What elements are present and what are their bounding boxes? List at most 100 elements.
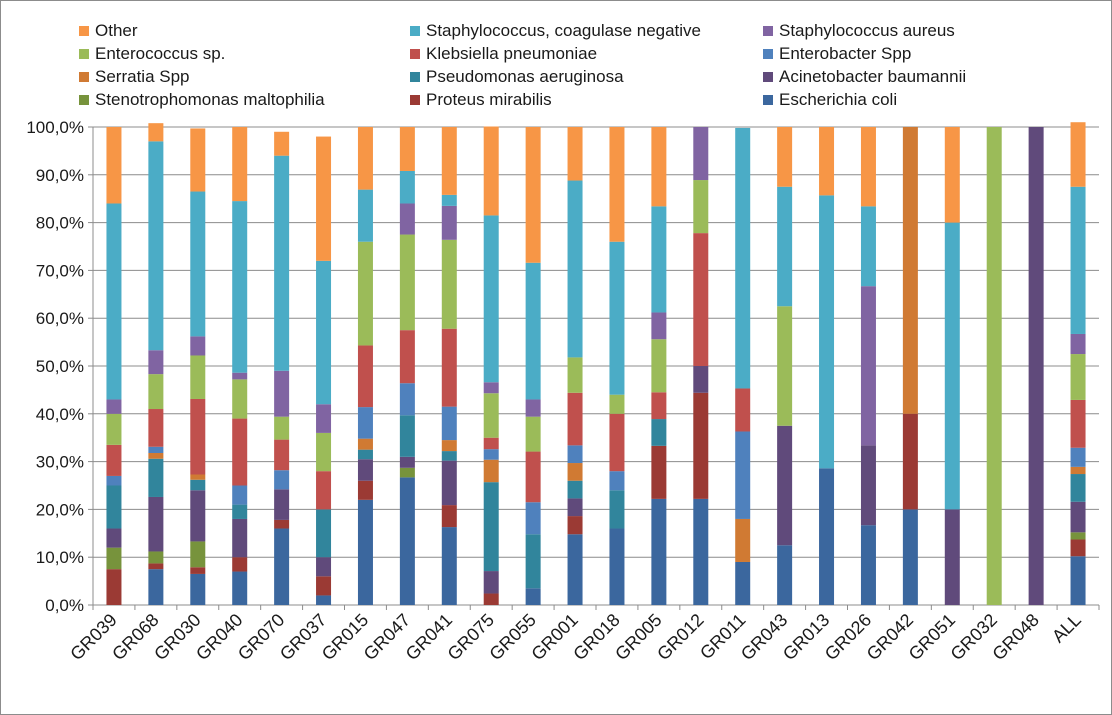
bar-segment-escherichia-coli <box>819 468 835 605</box>
legend-label: Proteus mirabilis <box>426 90 552 109</box>
bar-segment-enterococcus-sp <box>148 374 164 410</box>
bar-segment-acinetobacter-baumannii <box>693 366 709 393</box>
bar-segment-proteus-mirabilis <box>567 516 583 535</box>
x-tick-label: GR055 <box>485 610 539 664</box>
bar-segment-klebsiella-pneumoniae <box>274 439 290 471</box>
bar-segment-pseudomonas-aeruginosa <box>1070 474 1086 502</box>
bar-segment-enterococcus-sp <box>357 241 373 346</box>
bar-segment-enterococcus-sp <box>441 239 457 329</box>
legend-item-serratia-spp: Serratia Spp <box>79 67 190 87</box>
bar-segment-staphylococcus-coagulase-negative <box>357 189 373 242</box>
bar-segment-pseudomonas-aeruginosa <box>357 449 373 460</box>
bar-segment-serratia-spp <box>735 518 751 562</box>
x-tick-label: GR043 <box>737 610 791 664</box>
bar-segment-other <box>441 127 457 195</box>
bar-segment-staphylococcus-coagulase-negative <box>316 260 332 405</box>
legend-item-staphylococcus-aureus: Staphylococcus aureus <box>763 21 955 41</box>
bar-segment-other <box>399 127 415 171</box>
bar-segment-pseudomonas-aeruginosa <box>106 485 122 529</box>
bar-segment-staphylococcus-coagulase-negative <box>944 222 960 510</box>
legend-label: Staphylococcus aureus <box>779 21 955 40</box>
bar-segment-enterobacter-spp <box>609 471 625 491</box>
bar-segment-staphylococcus-coagulase-negative <box>860 206 876 287</box>
bar-segment-enterococcus-sp <box>1070 354 1086 400</box>
x-tick-label: GR068 <box>108 610 162 664</box>
bar-segment-staphylococcus-aureus <box>860 286 876 446</box>
bar-segment-enterobacter-spp <box>483 449 499 460</box>
legend-label: Other <box>95 21 138 40</box>
bar-segment-other <box>190 128 206 192</box>
bar-segment-other <box>106 127 122 204</box>
bar-segment-enterobacter-spp <box>274 470 290 490</box>
legend-swatch <box>763 49 773 59</box>
bar-segment-stenotrophomonas-maltophilia <box>148 551 164 564</box>
bar-segment-acinetobacter-baumannii <box>357 459 373 481</box>
bar-segment-proteus-mirabilis <box>316 576 332 596</box>
x-tick-label: GR030 <box>150 610 204 664</box>
bar-segment-enterobacter-spp <box>106 475 122 486</box>
legend-label: Pseudomonas aeruginosa <box>426 67 624 86</box>
bar-segment-staphylococcus-aureus <box>693 127 709 181</box>
bar-segment-pseudomonas-aeruginosa <box>316 509 332 558</box>
bar-segment-staphylococcus-aureus <box>190 336 206 356</box>
x-tick-label: GR047 <box>360 610 414 664</box>
bar-segment-staphylococcus-coagulase-negative <box>567 180 583 358</box>
bar-segment-klebsiella-pneumoniae <box>609 413 625 472</box>
bar-segment-acinetobacter-baumannii <box>860 445 876 526</box>
bar-segment-pseudomonas-aeruginosa <box>609 490 625 529</box>
legend-label: Enterococcus sp. <box>95 44 226 63</box>
y-tick-label: 30,0% <box>36 453 84 472</box>
bar-segment-staphylococcus-coagulase-negative <box>274 155 290 371</box>
legend-item-proteus-mirabilis: Proteus mirabilis <box>410 90 552 110</box>
x-tick-label: GR013 <box>779 610 833 664</box>
bar-segment-pseudomonas-aeruginosa <box>399 415 415 457</box>
bar-segment-acinetobacter-baumannii <box>777 425 793 546</box>
bar-segment-klebsiella-pneumoniae <box>316 471 332 510</box>
bar-segment-staphylococcus-coagulase-negative <box>190 191 206 337</box>
legend-swatch <box>79 95 89 105</box>
bar-segment-serratia-spp <box>902 127 918 414</box>
x-tick-label: GR041 <box>402 610 456 664</box>
bar-segment-enterobacter-spp <box>525 502 541 535</box>
bar-segment-acinetobacter-baumannii <box>148 496 164 552</box>
bar-segment-enterococcus-sp <box>525 416 541 452</box>
bar-segment-serratia-spp <box>441 440 457 452</box>
bar-segment-escherichia-coli <box>274 528 290 605</box>
bar-segment-acinetobacter-baumannii <box>944 509 960 605</box>
bar-segment-escherichia-coli <box>860 525 876 605</box>
bar-segment-acinetobacter-baumannii <box>399 456 415 468</box>
bar-segment-other <box>944 127 960 223</box>
bar-segment-pseudomonas-aeruginosa <box>232 504 248 519</box>
legend-swatch <box>410 72 420 82</box>
bar-segment-klebsiella-pneumoniae <box>651 392 667 420</box>
bar-segment-klebsiella-pneumoniae <box>693 233 709 366</box>
bar-segment-other <box>483 126 499 216</box>
bar-segment-other <box>357 127 373 190</box>
bar-segment-pseudomonas-aeruginosa <box>651 419 667 446</box>
bar-segment-staphylococcus-coagulase-negative <box>735 127 751 389</box>
bar-segment-enterobacter-spp <box>357 407 373 439</box>
bar-segment-klebsiella-pneumoniae <box>1070 399 1086 448</box>
legend-label: Stenotrophomonas maltophilia <box>95 90 325 109</box>
bar-segment-pseudomonas-aeruginosa <box>190 479 206 491</box>
bar-segment-escherichia-coli <box>1070 556 1086 605</box>
bar-segment-klebsiella-pneumoniae <box>190 398 206 475</box>
x-tick-label: GR032 <box>947 610 1001 664</box>
bar-segment-klebsiella-pneumoniae <box>148 409 164 447</box>
x-tick-label: GR048 <box>988 610 1042 664</box>
legend-swatch <box>79 26 89 36</box>
x-tick-label: GR070 <box>234 610 288 664</box>
bar-segment-acinetobacter-baumannii <box>483 571 499 594</box>
bar-segment-klebsiella-pneumoniae <box>483 437 499 450</box>
bar-segment-enterococcus-sp <box>232 379 248 419</box>
y-tick-label: 90,0% <box>36 166 84 185</box>
bar-segment-enterobacter-spp <box>735 431 751 519</box>
legend-label: Escherichia coli <box>779 90 898 109</box>
bar-segment-staphylococcus-aureus <box>148 350 164 375</box>
bar-segment-stenotrophomonas-maltophilia <box>106 547 122 570</box>
bar-segment-proteus-mirabilis <box>232 557 248 572</box>
bar-segment-serratia-spp <box>148 452 164 459</box>
bar-segment-proteus-mirabilis <box>441 505 457 528</box>
bar-segment-klebsiella-pneumoniae <box>567 392 583 446</box>
